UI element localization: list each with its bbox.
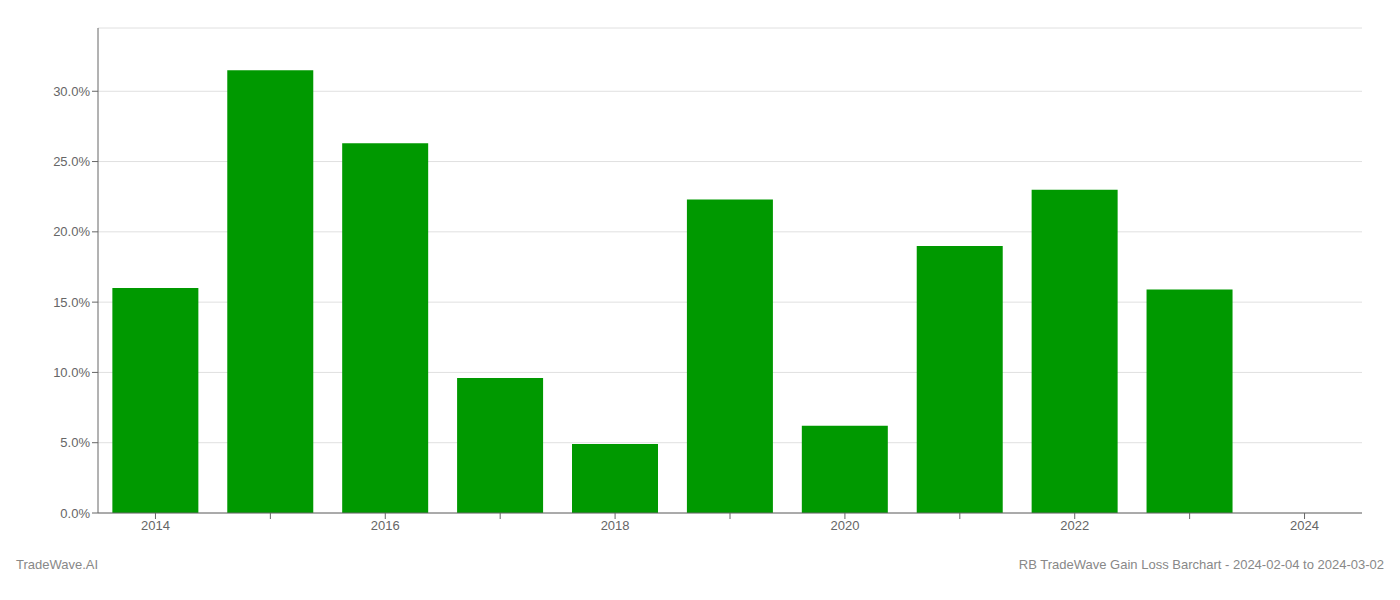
svg-text:30.0%: 30.0% — [53, 84, 90, 99]
svg-text:2018: 2018 — [601, 518, 630, 533]
svg-text:2020: 2020 — [830, 518, 859, 533]
svg-text:2022: 2022 — [1060, 518, 1089, 533]
svg-text:25.0%: 25.0% — [53, 154, 90, 169]
svg-text:2016: 2016 — [371, 518, 400, 533]
svg-text:5.0%: 5.0% — [60, 435, 90, 450]
svg-text:20.0%: 20.0% — [53, 224, 90, 239]
svg-text:0.0%: 0.0% — [60, 506, 90, 521]
html-text:TradeWave.AI: TradeWave.AI — [16, 557, 99, 572]
html-text:RB TradeWave Gain Loss Barchar: RB TradeWave Gain Loss Barchart - 2024-0… — [1018, 557, 1384, 572]
svg-text:2024: 2024 — [1290, 518, 1319, 533]
svg-text:15.0%: 15.0% — [53, 295, 90, 310]
svg-text:2014: 2014 — [141, 518, 170, 533]
svg-text:10.0%: 10.0% — [53, 365, 90, 380]
